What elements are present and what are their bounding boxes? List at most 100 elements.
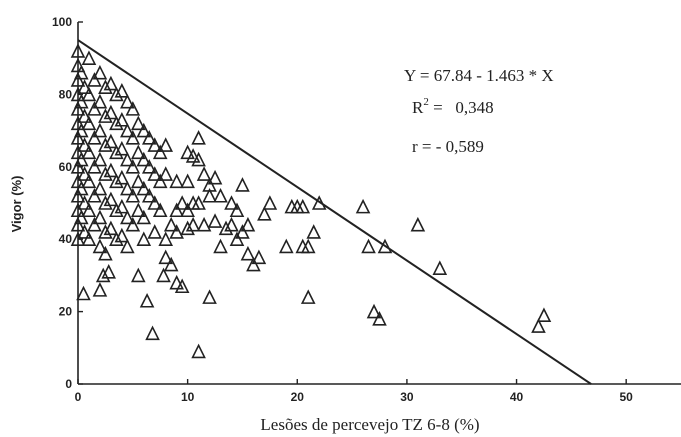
- data-point: [70, 101, 86, 116]
- x-tick-label: 0: [75, 390, 82, 404]
- data-point: [125, 159, 141, 174]
- data-point: [251, 249, 267, 265]
- data-point: [207, 169, 223, 185]
- data-point: [432, 260, 448, 275]
- data-point: [114, 140, 130, 156]
- data-point: [109, 86, 124, 102]
- data-point: [147, 224, 163, 239]
- data-point: [131, 144, 146, 160]
- data-point: [87, 187, 102, 203]
- data-point: [235, 177, 250, 192]
- data-point: [73, 93, 89, 109]
- data-point: [109, 231, 124, 246]
- data-point: [218, 220, 234, 236]
- data-point: [70, 57, 86, 73]
- data-point: [202, 187, 217, 203]
- data-point: [169, 224, 184, 239]
- x-tick-label: 20: [291, 390, 305, 404]
- data-point: [158, 249, 174, 265]
- data-point: [180, 144, 195, 160]
- r-squared-value: = 0,348: [429, 98, 494, 117]
- data-point: [114, 198, 130, 214]
- data-point: [114, 169, 130, 185]
- x-tick-label: 40: [510, 390, 524, 404]
- data-point: [229, 231, 245, 246]
- data-point: [98, 79, 113, 94]
- data-point: [77, 137, 92, 152]
- data-point: [87, 101, 102, 116]
- data-point: [125, 187, 141, 203]
- data-point: [95, 267, 111, 283]
- data-point: [180, 173, 195, 189]
- data-point: [81, 86, 97, 102]
- data-point: [257, 206, 272, 221]
- data-point: [191, 343, 206, 359]
- data-point: [141, 187, 157, 203]
- data-point: [136, 151, 152, 167]
- data-point: [246, 256, 261, 272]
- data-point: [73, 64, 89, 80]
- data-point: [235, 224, 250, 239]
- data-point: [147, 195, 163, 210]
- data-point: [152, 202, 168, 218]
- data-point: [98, 224, 113, 239]
- data-point: [73, 151, 89, 167]
- data-point: [120, 93, 135, 109]
- data-point: [145, 325, 160, 341]
- regression-equation: Y = 67.84 - 1.463 * X: [404, 66, 554, 85]
- data-point: [355, 198, 371, 214]
- data-point: [169, 173, 184, 189]
- data-point: [70, 173, 86, 189]
- data-point: [81, 173, 97, 189]
- data-point: [131, 202, 146, 218]
- data-point: [70, 144, 86, 160]
- data-point: [87, 72, 102, 87]
- data-point: [152, 173, 168, 189]
- data-point: [98, 195, 113, 210]
- data-point: [169, 274, 184, 290]
- data-point: [158, 166, 174, 181]
- data-point: [76, 285, 91, 301]
- data-point: [191, 151, 206, 167]
- data-point: [77, 166, 92, 181]
- data-point: [109, 173, 124, 189]
- data-point: [361, 238, 376, 254]
- data-point: [156, 267, 171, 283]
- data-point: [101, 263, 116, 279]
- data-points: [70, 43, 552, 359]
- data-point: [70, 115, 86, 131]
- data-point: [92, 122, 108, 138]
- data-point: [92, 151, 108, 167]
- data-point: [98, 166, 113, 181]
- y-tick-label: 40: [59, 232, 73, 246]
- data-point: [136, 231, 152, 246]
- data-point: [136, 122, 152, 138]
- data-point: [73, 180, 89, 196]
- data-point: [81, 50, 97, 65]
- data-point: [103, 162, 119, 178]
- data-point: [536, 307, 552, 323]
- y-tick-label: 60: [59, 160, 73, 174]
- axes: [77, 21, 681, 385]
- data-point: [98, 137, 113, 152]
- data-point: [70, 86, 86, 102]
- data-point: [120, 151, 135, 167]
- data-point: [377, 238, 393, 254]
- data-point: [120, 238, 135, 254]
- data-point: [114, 111, 130, 127]
- data-point: [81, 115, 97, 131]
- data-point: [92, 209, 108, 225]
- data-point: [131, 115, 146, 131]
- y-tick-label: 80: [59, 87, 73, 101]
- y-tick-label: 20: [59, 305, 73, 319]
- data-point: [70, 130, 86, 145]
- data-point: [70, 216, 86, 232]
- data-point: [73, 209, 89, 225]
- data-point: [98, 245, 113, 261]
- data-point: [191, 195, 206, 210]
- regression-line: [77, 39, 592, 385]
- data-point: [224, 216, 239, 232]
- data-point: [163, 216, 179, 232]
- r-squared-label: R2 = 0,348: [412, 96, 494, 117]
